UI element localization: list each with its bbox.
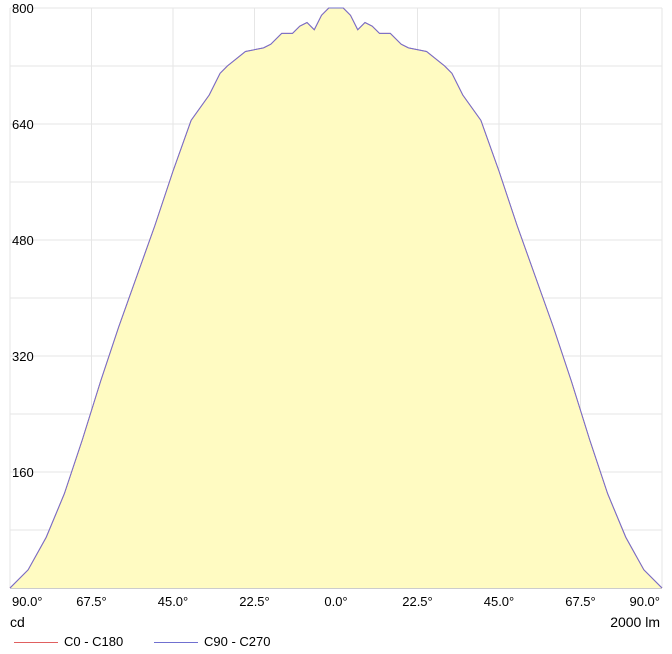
intensity-area-fill [10,8,662,588]
x-tick-label: 45.0° [158,594,189,609]
y-axis-ticks: 160 320 480 640 800 [12,1,34,480]
luminous-flux-label: 2000 lm [610,614,660,630]
x-tick-label: 22.5° [402,594,433,609]
x-axis-ticks: 90.0° 67.5° 45.0° 22.5° 0.0° 22.5° 45.0° 67.5° 9… [12,594,660,609]
legend-swatch-c0-c180 [14,642,58,643]
y-tick-label: 800 [12,1,34,16]
y-tick-label: 160 [12,465,34,480]
series-line-c90-c270 [9,7,663,589]
legend-label-c0-c180: C0 - C180 [64,634,124,649]
y-tick-label: 320 [12,349,34,364]
x-tick-label: 22.5° [239,594,270,609]
legend-swatch-c90-c270 [154,642,198,643]
plot-area [9,7,663,589]
x-tick-label: 90.0° [629,594,660,609]
legend-label-c90-c270: C90 - C270 [204,634,271,649]
y-tick-label: 640 [12,117,34,132]
x-tick-label: 67.5° [76,594,107,609]
x-tick-label: 67.5° [565,594,596,609]
x-tick-label: 45.0° [484,594,515,609]
y-tick-label: 480 [12,233,34,248]
x-tick-label: 90.0° [12,594,43,609]
x-tick-label: 0.0° [324,594,347,609]
y-axis-unit-label: cd [10,614,25,630]
